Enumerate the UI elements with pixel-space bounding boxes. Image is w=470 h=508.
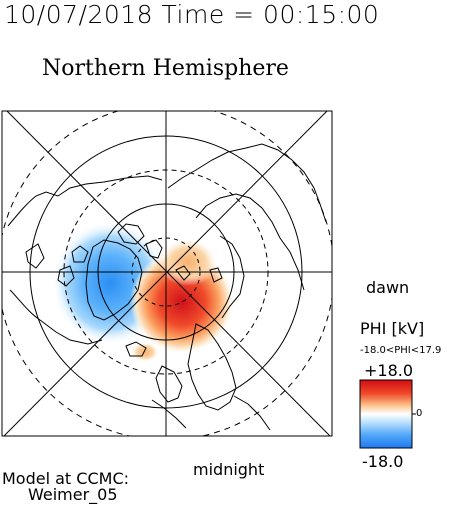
colorbar-zero-label: 0 — [416, 408, 423, 419]
positive-potential-lobe — [158, 238, 218, 286]
positive-potential-patch — [131, 342, 159, 362]
colorbar-range-label: -18.0<PHI<17.9 — [360, 345, 442, 356]
timestamp-header: 10/07/2018 Time = 00:15:00 — [4, 0, 380, 29]
midnight-label: midnight — [193, 460, 265, 479]
meridian-diagonal-2 — [3, 111, 328, 436]
grid — [2, 111, 332, 436]
colorbar-min-label: -18.0 — [362, 452, 404, 471]
credit-line-1: Model at CCMC: — [2, 469, 129, 488]
dawn-label: dawn — [366, 278, 410, 297]
map-area — [2, 111, 332, 436]
colorbar — [359, 379, 413, 449]
latitude-circle-70 — [97, 203, 235, 341]
latitude-circle-60 — [63, 169, 269, 375]
colorbar-quantity-label: PHI [kV] — [360, 319, 425, 338]
plot-title: Northern Hemisphere — [42, 56, 289, 81]
credit-line-2: Weimer_05 — [28, 485, 118, 504]
colorbar-max-label: +18.0 — [364, 361, 414, 380]
map-frame — [1, 110, 333, 437]
latitude-circle-80 — [131, 237, 201, 307]
latitude-circle-50 — [29, 135, 303, 409]
